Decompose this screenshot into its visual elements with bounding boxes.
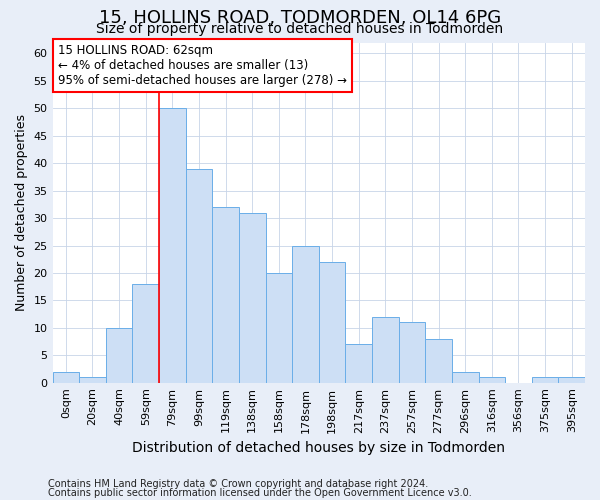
Bar — [106, 328, 133, 382]
Text: 15, HOLLINS ROAD, TODMORDEN, OL14 6PG: 15, HOLLINS ROAD, TODMORDEN, OL14 6PG — [99, 9, 501, 27]
Text: 15 HOLLINS ROAD: 62sqm
← 4% of detached houses are smaller (13)
95% of semi-deta: 15 HOLLINS ROAD: 62sqm ← 4% of detached … — [58, 44, 347, 87]
Bar — [452, 372, 479, 382]
X-axis label: Distribution of detached houses by size in Todmorden: Distribution of detached houses by size … — [132, 441, 505, 455]
Bar — [133, 284, 159, 382]
Bar — [346, 344, 372, 383]
Text: Size of property relative to detached houses in Todmorden: Size of property relative to detached ho… — [97, 22, 503, 36]
Bar — [292, 246, 319, 382]
Bar — [159, 108, 185, 382]
Bar — [239, 212, 266, 382]
Bar — [79, 377, 106, 382]
Y-axis label: Number of detached properties: Number of detached properties — [15, 114, 28, 311]
Bar — [425, 339, 452, 382]
Bar — [212, 207, 239, 382]
Bar — [398, 322, 425, 382]
Bar — [319, 262, 346, 382]
Bar — [185, 168, 212, 382]
Text: Contains HM Land Registry data © Crown copyright and database right 2024.: Contains HM Land Registry data © Crown c… — [48, 479, 428, 489]
Text: Contains public sector information licensed under the Open Government Licence v3: Contains public sector information licen… — [48, 488, 472, 498]
Bar — [372, 317, 398, 382]
Bar — [559, 377, 585, 382]
Bar — [532, 377, 559, 382]
Bar — [479, 377, 505, 382]
Bar — [53, 372, 79, 382]
Bar — [266, 273, 292, 382]
